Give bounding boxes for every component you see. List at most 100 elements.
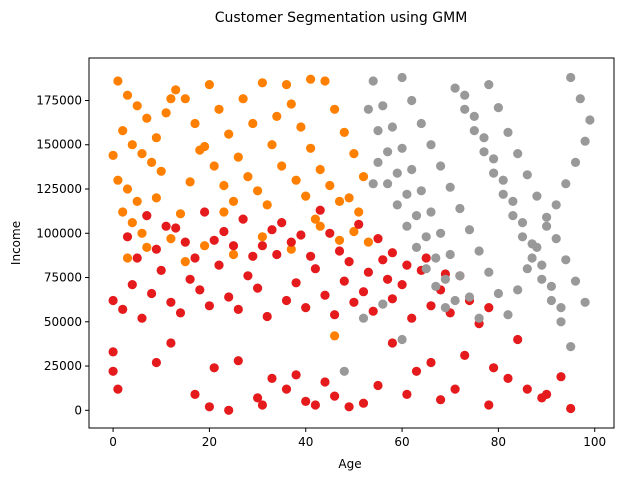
data-point <box>378 255 388 265</box>
data-point <box>402 260 412 270</box>
plot-area-frame <box>88 57 615 429</box>
data-point <box>238 94 248 104</box>
data-point <box>233 152 243 162</box>
data-point <box>233 356 243 366</box>
data-point <box>310 400 320 410</box>
x-axis-label: Age <box>338 457 361 471</box>
data-point <box>397 72 407 83</box>
data-point <box>387 122 397 132</box>
data-point <box>296 122 306 132</box>
data-point <box>517 218 528 228</box>
data-point <box>190 118 200 129</box>
data-point <box>460 90 470 100</box>
data-point <box>334 235 345 245</box>
data-point <box>204 402 214 412</box>
data-point <box>315 221 325 231</box>
data-point <box>426 301 436 311</box>
y-tick-label: 25000 <box>44 359 82 373</box>
data-point <box>416 186 426 196</box>
data-point <box>262 200 272 210</box>
data-point <box>286 237 296 247</box>
data-point <box>469 126 479 136</box>
data-point <box>373 126 383 136</box>
x-tick-label: 0 <box>109 435 117 449</box>
data-point <box>436 395 446 405</box>
data-point <box>171 85 181 95</box>
data-point <box>243 172 253 182</box>
data-point <box>243 271 253 281</box>
data-point <box>214 104 224 114</box>
data-point <box>580 136 590 146</box>
data-point <box>113 384 123 394</box>
data-point <box>248 251 258 261</box>
data-point <box>479 133 489 143</box>
data-point <box>498 175 508 185</box>
data-point <box>204 301 214 311</box>
x-tick-label: 40 <box>298 435 313 449</box>
data-point <box>349 149 359 159</box>
data-point <box>354 219 364 229</box>
data-point <box>257 241 267 251</box>
data-point <box>224 405 234 415</box>
data-point <box>277 161 287 171</box>
data-point <box>517 232 528 242</box>
data-point <box>195 285 205 295</box>
data-point <box>108 295 118 306</box>
data-point <box>445 249 455 260</box>
data-point <box>185 177 195 187</box>
data-point <box>561 179 571 189</box>
data-point <box>219 226 229 237</box>
data-point <box>166 338 176 348</box>
data-point <box>392 168 402 178</box>
data-point <box>387 294 397 304</box>
data-point <box>122 232 133 242</box>
data-point <box>108 150 118 160</box>
data-point <box>185 274 195 284</box>
data-point <box>407 313 417 323</box>
data-point <box>253 393 263 403</box>
data-point <box>532 191 542 201</box>
data-point <box>195 145 205 155</box>
data-point <box>527 253 537 263</box>
data-point <box>402 221 412 231</box>
data-point <box>354 207 364 217</box>
data-point <box>339 276 349 286</box>
data-point <box>383 274 393 284</box>
y-axis-ticks: 0 25000 50000 75000 100000 125000 150000 175000 <box>36 93 89 417</box>
data-point <box>566 72 576 83</box>
data-point <box>267 225 277 235</box>
data-point <box>460 350 470 360</box>
data-point <box>387 338 397 348</box>
data-point <box>151 357 161 368</box>
data-point <box>556 317 566 327</box>
data-point <box>175 308 186 318</box>
data-point <box>450 83 460 93</box>
data-point <box>431 253 441 263</box>
data-point <box>291 175 301 185</box>
data-point <box>378 299 388 309</box>
data-point <box>272 111 282 121</box>
data-point <box>267 373 277 383</box>
data-point <box>267 140 277 150</box>
data-point <box>522 384 532 394</box>
data-point <box>330 391 340 401</box>
data-point <box>508 196 518 206</box>
data-point <box>190 389 200 399</box>
y-tick-label: 0 <box>74 403 82 417</box>
data-point <box>127 280 137 290</box>
x-tick-label: 20 <box>202 435 217 449</box>
data-point <box>498 189 508 199</box>
data-point <box>147 157 157 167</box>
y-tick-label: 125000 <box>36 182 82 196</box>
data-point <box>397 143 407 153</box>
data-point <box>344 257 354 267</box>
data-point <box>373 157 383 167</box>
data-point <box>156 166 166 176</box>
data-point <box>551 200 561 210</box>
data-point <box>248 118 258 129</box>
data-point <box>132 101 142 111</box>
data-point <box>209 235 219 245</box>
data-points <box>108 72 595 415</box>
data-point <box>175 209 186 219</box>
